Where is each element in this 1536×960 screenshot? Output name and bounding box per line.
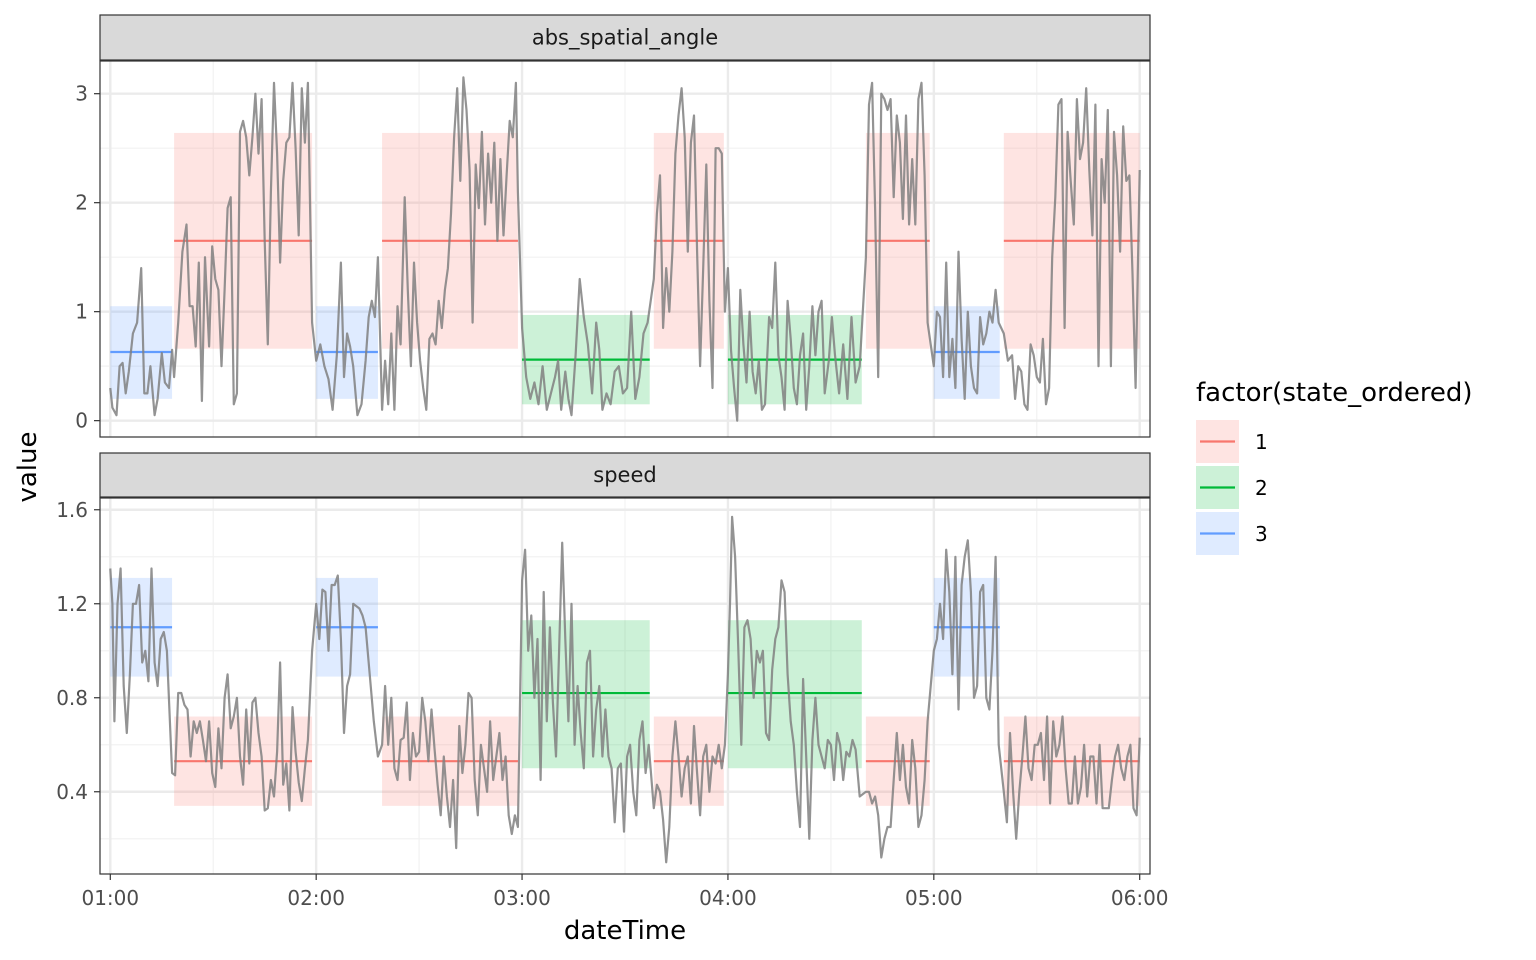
value-trace-line [109, 515, 1141, 864]
value-trace-line [109, 76, 1141, 422]
y-tick-label: 1.2 [56, 592, 88, 616]
y-tick-label: 2 [75, 191, 88, 215]
legend-title: factor(state_ordered) [1196, 378, 1473, 408]
legend-label-2: 2 [1255, 476, 1268, 500]
y-tick-label: 0.8 [56, 686, 88, 710]
panel-speed: speed 0.4 0.8 1.2 1.6 [56, 452, 1151, 875]
y-tick-label: 0 [75, 409, 88, 433]
panel-border [99, 497, 1151, 875]
x-axis-title: dateTime [564, 916, 686, 946]
facet-strip [99, 14, 1151, 61]
x-tick-label: 02:00 [287, 886, 345, 910]
panel-border [99, 60, 1151, 438]
x-tick-label: 06:00 [1111, 886, 1169, 910]
y-tick-label: 1.6 [56, 498, 88, 522]
panel-abs-spatial-angle: abs_spatial_angle 0 1 2 3 [75, 14, 1151, 438]
legend-label-1: 1 [1255, 430, 1268, 454]
y-tick-label: 3 [75, 82, 88, 106]
x-axis: 01:00 02:00 03:00 04:00 05:00 06:00 [81, 874, 1169, 910]
facet-strip [99, 452, 1151, 498]
y-tick-label: 0.4 [56, 780, 88, 804]
facet-strip-label: abs_spatial_angle [532, 26, 718, 51]
legend: factor(state_ordered) 1 2 3 [1196, 378, 1473, 555]
x-tick-label: 05:00 [905, 886, 963, 910]
legend-label-3: 3 [1255, 522, 1268, 546]
x-tick-label: 04:00 [699, 886, 757, 910]
x-tick-label: 03:00 [493, 886, 551, 910]
y-axis-title: value [13, 431, 43, 502]
x-tick-label: 01:00 [81, 886, 139, 910]
facet-strip-label: speed [593, 463, 656, 487]
y-tick-label: 1 [75, 300, 88, 324]
